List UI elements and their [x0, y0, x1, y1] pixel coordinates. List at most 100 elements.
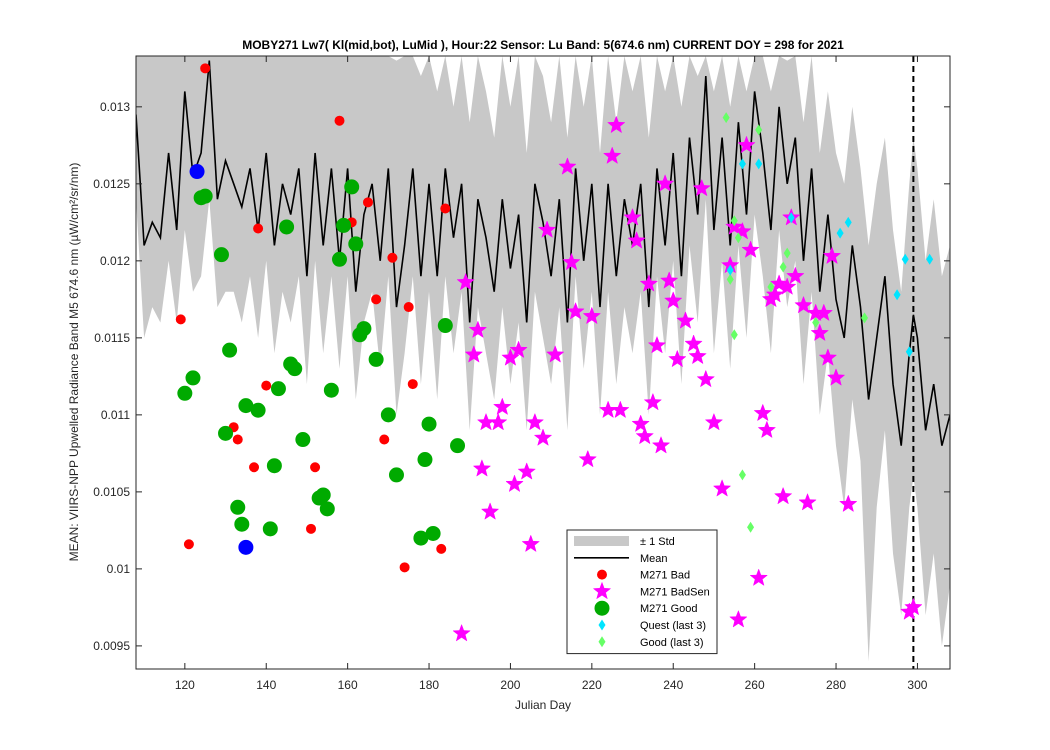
marker-bad	[440, 203, 451, 214]
marker-good	[417, 452, 433, 468]
marker-good3	[767, 281, 775, 293]
y-axis-label: MEAN: VIIRS-NPP Upwelled Radiance Band M…	[67, 163, 81, 562]
chart-title: MOBY271 Lw7( Kl(mid,bot), LuMid ), Hour:…	[242, 38, 844, 52]
x-tick-label: 160	[338, 678, 358, 692]
legend-entry-mean: Mean	[574, 553, 668, 565]
legend-label: M271 Bad	[640, 570, 690, 582]
marker-badsen	[798, 492, 817, 511]
x-tick-label: 120	[175, 678, 195, 692]
marker-badsen	[623, 207, 642, 226]
marker-bad	[362, 197, 373, 208]
marker-badsen	[525, 412, 545, 431]
marker-badsen	[452, 623, 471, 642]
marker-bad	[232, 434, 243, 445]
x-tick-label: 240	[663, 678, 683, 692]
marker-quest	[901, 253, 909, 265]
marker-good	[185, 370, 201, 386]
x-tick-label: 280	[826, 678, 846, 692]
marker-badsen	[757, 420, 777, 439]
marker-badsen	[489, 412, 508, 431]
legend-swatch	[592, 581, 612, 600]
marker-bad	[371, 294, 382, 305]
x-tick-label: 260	[745, 678, 765, 692]
marker-badsen	[627, 231, 646, 249]
marker-good	[368, 351, 384, 367]
marker-badsen	[537, 220, 557, 238]
marker-badsen	[684, 334, 703, 352]
marker-badsen	[729, 609, 748, 628]
marker-badsen	[676, 311, 695, 329]
marker-quest	[787, 212, 795, 224]
marker-good	[295, 432, 311, 448]
marker-badsen	[602, 146, 622, 164]
marker-badsen	[810, 323, 829, 342]
marker-badsen	[635, 426, 654, 445]
legend-swatch	[594, 600, 610, 616]
marker-bad	[249, 462, 260, 473]
marker-good3	[730, 215, 738, 227]
marker-badsen	[546, 345, 565, 363]
marker-good	[319, 501, 335, 517]
marker-badsen	[753, 403, 772, 422]
legend-label: M271 Good	[640, 603, 697, 615]
marker-badsen	[562, 252, 581, 271]
marker-good	[287, 361, 303, 377]
y-tick-label: 0.01	[107, 562, 131, 576]
marker-badsen	[509, 340, 528, 359]
marker-good3	[783, 247, 791, 259]
legend-label: Quest (last 3)	[640, 620, 706, 632]
marker-bad	[436, 543, 447, 554]
marker-bad	[310, 462, 321, 473]
marker-good	[270, 381, 286, 397]
y-tick-label: 0.0095	[93, 639, 130, 653]
markers-layer	[175, 63, 934, 642]
marker-badsen	[582, 306, 602, 325]
marker-badsen	[704, 412, 724, 431]
marker-badsen	[749, 568, 768, 586]
marker-badsen	[737, 135, 756, 154]
marker-badsen	[464, 345, 484, 363]
x-tick-label: 180	[419, 678, 439, 692]
marker-badsen	[607, 115, 626, 134]
marker-badsen	[904, 597, 923, 616]
x-tick-label: 220	[582, 678, 602, 692]
marker-good	[348, 236, 364, 252]
marker-badsen	[822, 246, 842, 265]
legend: ± 1 Std Mean M271 Bad M271 BadSen M271 Good Q…	[566, 529, 718, 655]
marker-badsen	[769, 274, 789, 292]
marker-badsen	[777, 277, 797, 295]
marker-bad	[399, 562, 410, 573]
x-axis-label: Julian Day	[515, 698, 571, 712]
marker-badsen	[651, 435, 671, 454]
legend-label: Mean	[640, 553, 668, 565]
marker-badsen	[558, 157, 577, 175]
marker-badsen	[688, 346, 707, 365]
marker-good	[437, 318, 453, 334]
legend-swatch	[598, 636, 606, 648]
marker-bad	[253, 223, 264, 234]
marker-good	[323, 382, 339, 398]
marker-badsen	[668, 349, 687, 368]
marker-badsen	[456, 272, 475, 291]
marker-badsen	[733, 221, 752, 240]
marker-good3	[747, 521, 755, 533]
x-tick-label: 140	[256, 678, 276, 692]
marker-quest	[926, 253, 934, 265]
marker-good	[213, 247, 229, 263]
legend-entry-good3: Good (last 3)	[598, 636, 704, 649]
legend-swatch	[574, 536, 629, 546]
marker-badsen	[712, 479, 732, 497]
marker-badsen	[786, 266, 805, 285]
marker-good	[332, 251, 347, 267]
legend-label: M271 BadSen	[640, 586, 710, 598]
marker-badsen	[839, 494, 858, 513]
y-tick-label: 0.011	[101, 408, 130, 422]
marker-bad	[379, 434, 390, 445]
marker-good	[344, 179, 360, 195]
marker-good	[315, 487, 331, 503]
marker-blue	[238, 539, 254, 555]
legend-swatch	[598, 619, 606, 631]
marker-badsen	[631, 414, 650, 432]
y-tick-label: 0.013	[100, 100, 130, 114]
